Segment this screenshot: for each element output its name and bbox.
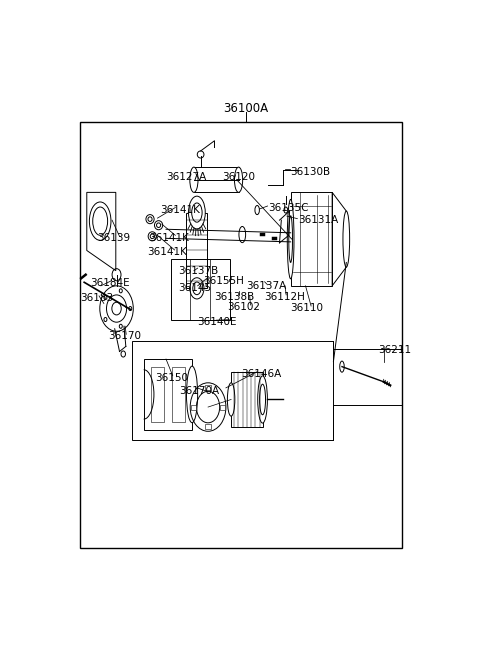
- Text: 36140E: 36140E: [197, 318, 236, 327]
- Ellipse shape: [146, 215, 154, 224]
- Bar: [151, 367, 164, 422]
- Text: 36131A: 36131A: [298, 215, 338, 225]
- Text: 36170: 36170: [108, 331, 142, 341]
- Text: 36138B: 36138B: [215, 292, 254, 302]
- Ellipse shape: [289, 216, 292, 262]
- Bar: [144, 359, 192, 430]
- Ellipse shape: [186, 366, 198, 422]
- Text: 36170A: 36170A: [179, 386, 219, 396]
- Text: 36127A: 36127A: [167, 173, 206, 182]
- Ellipse shape: [340, 361, 344, 372]
- Bar: [191, 405, 196, 409]
- Text: 36100A: 36100A: [223, 102, 269, 115]
- Text: 36112H: 36112H: [264, 292, 305, 302]
- Bar: [186, 213, 207, 289]
- Text: 36139: 36139: [97, 233, 131, 243]
- Ellipse shape: [255, 205, 259, 215]
- Ellipse shape: [148, 232, 156, 241]
- Text: 36130B: 36130B: [290, 167, 331, 177]
- Text: 36110: 36110: [290, 303, 324, 313]
- Bar: [231, 372, 263, 427]
- Ellipse shape: [228, 383, 235, 416]
- Text: 36141K: 36141K: [149, 233, 189, 243]
- Text: 36102: 36102: [228, 302, 260, 312]
- Text: 36120: 36120: [222, 173, 255, 182]
- Bar: [205, 384, 211, 390]
- Bar: [81, 121, 402, 548]
- Text: 36145: 36145: [178, 283, 211, 293]
- Ellipse shape: [155, 220, 163, 230]
- Ellipse shape: [234, 167, 243, 192]
- Bar: [171, 259, 229, 319]
- Text: 36141K: 36141K: [147, 247, 187, 258]
- Ellipse shape: [189, 196, 205, 229]
- Text: 36137B: 36137B: [178, 266, 218, 276]
- Text: 36146A: 36146A: [241, 369, 282, 379]
- Text: 36211: 36211: [378, 346, 411, 356]
- Ellipse shape: [258, 376, 267, 423]
- Ellipse shape: [239, 226, 246, 243]
- Bar: [205, 424, 211, 430]
- Bar: [132, 341, 333, 440]
- Ellipse shape: [284, 207, 288, 213]
- Text: 36184E: 36184E: [91, 277, 130, 288]
- Text: 36137A: 36137A: [246, 281, 286, 291]
- Text: 36141K: 36141K: [160, 205, 200, 215]
- Text: 36183: 36183: [81, 293, 114, 303]
- Text: 36155H: 36155H: [203, 276, 244, 286]
- Ellipse shape: [343, 211, 349, 267]
- Text: 36150: 36150: [155, 373, 188, 382]
- Ellipse shape: [190, 167, 198, 192]
- Bar: [220, 405, 225, 409]
- Bar: [194, 167, 239, 192]
- Ellipse shape: [288, 199, 294, 279]
- Bar: [290, 192, 332, 286]
- Text: 36135C: 36135C: [268, 203, 309, 213]
- Bar: [172, 367, 185, 422]
- Ellipse shape: [190, 277, 204, 299]
